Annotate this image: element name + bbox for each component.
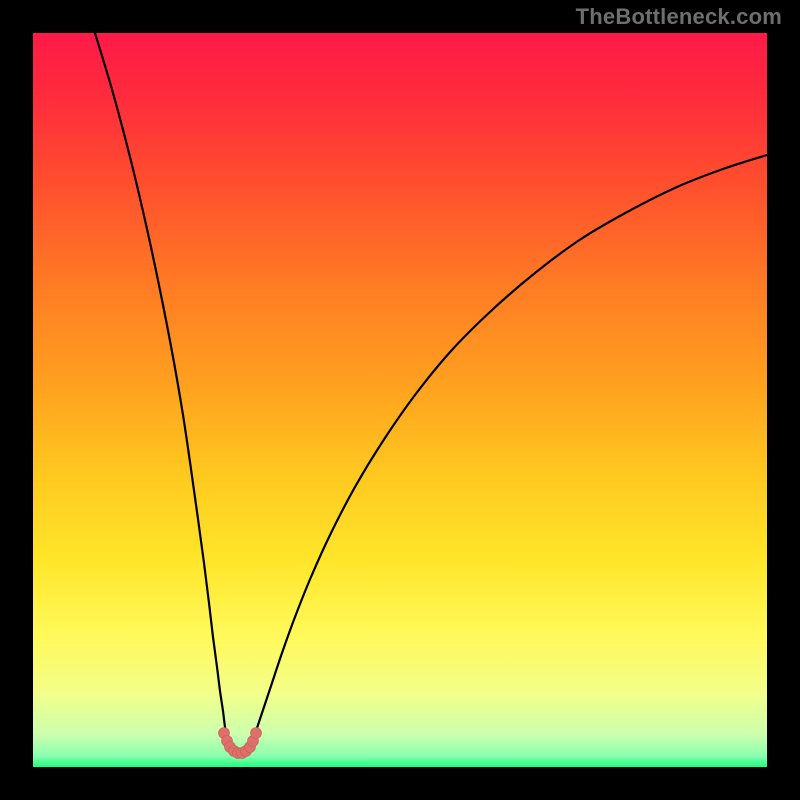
gradient-background — [33, 33, 767, 767]
image-frame: TheBottleneck.com — [0, 0, 800, 800]
watermark-text: TheBottleneck.com — [576, 4, 782, 30]
bottleneck-plot — [33, 33, 767, 767]
trough-dot — [251, 728, 262, 739]
plot-svg — [33, 33, 767, 767]
